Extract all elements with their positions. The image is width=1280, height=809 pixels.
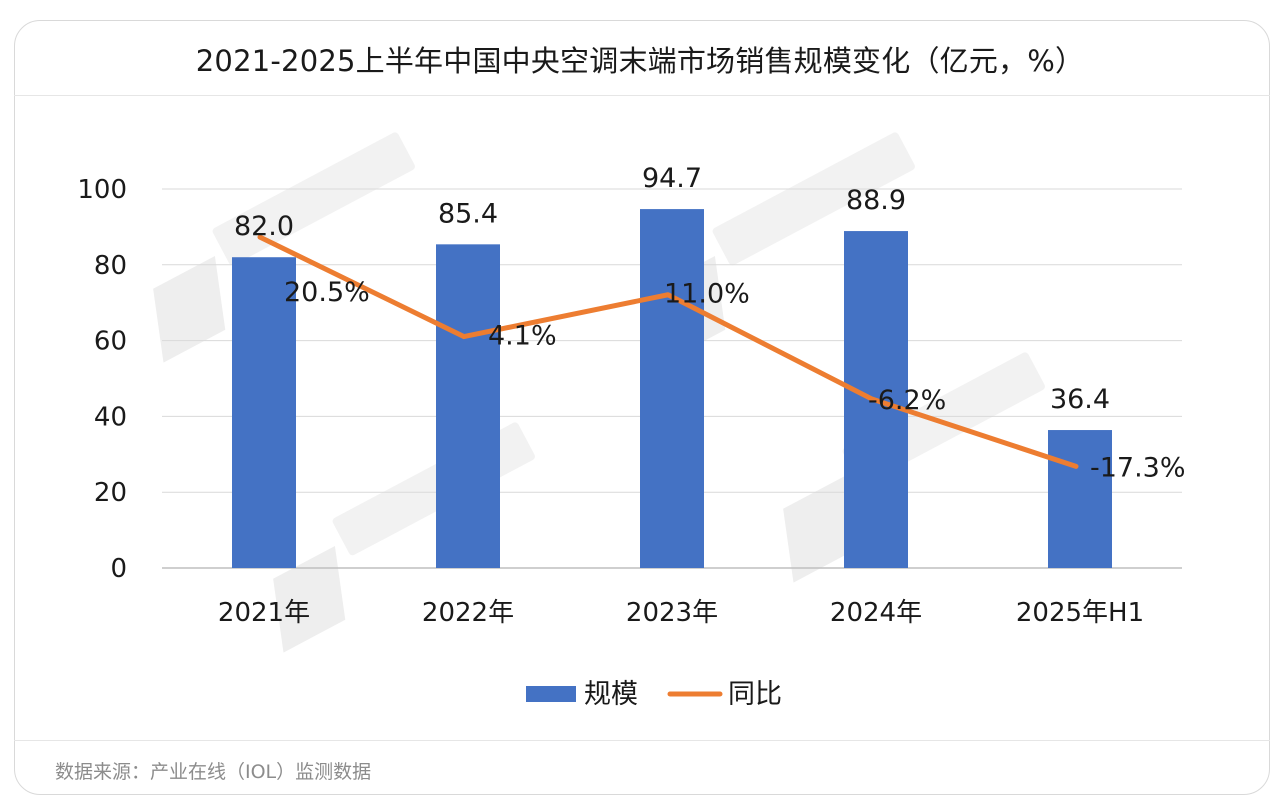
line-value-label: 20.5% bbox=[284, 277, 370, 308]
chart-title: 2021-2025上半年中国中央空调末端市场销售规模变化（亿元，%） bbox=[195, 44, 1085, 78]
footer-divider bbox=[14, 740, 1270, 741]
legend: 规模 同比 bbox=[526, 679, 782, 710]
bar bbox=[436, 244, 500, 569]
x-tick-label: 2022年 bbox=[422, 598, 514, 628]
x-tick-label: 2023年 bbox=[626, 598, 718, 628]
line-value-label: -6.2% bbox=[868, 385, 946, 416]
bar bbox=[232, 257, 296, 568]
bar-data-labels: 82.0 85.4 94.7 88.9 36.4 bbox=[234, 163, 1110, 415]
watermark-band bbox=[712, 132, 915, 266]
bar bbox=[1048, 430, 1112, 568]
line-series bbox=[257, 234, 1079, 469]
x-axis-ticks: 2021年 2022年 2023年 2024年 2025年H1 bbox=[218, 598, 1144, 628]
y-tick-label: 60 bbox=[94, 327, 127, 357]
legend-label-line: 同比 bbox=[728, 679, 782, 710]
bar-value-label: 85.4 bbox=[438, 198, 498, 229]
y-tick-label: 0 bbox=[110, 554, 127, 584]
line-value-label: -17.3% bbox=[1090, 452, 1186, 483]
watermark-logo bbox=[153, 132, 415, 363]
bar bbox=[640, 209, 704, 568]
watermark-band bbox=[332, 422, 535, 556]
y-axis-ticks: 0 20 40 60 80 100 bbox=[77, 175, 127, 584]
y-tick-label: 20 bbox=[94, 478, 127, 508]
y-tick-label: 40 bbox=[94, 402, 127, 432]
bar-value-label: 82.0 bbox=[234, 211, 294, 242]
watermark-mark bbox=[783, 475, 856, 583]
x-tick-label: 2021年 bbox=[218, 598, 310, 628]
watermark-band bbox=[212, 132, 415, 266]
legend-label-bar: 规模 bbox=[584, 679, 638, 710]
bar-value-label: 94.7 bbox=[642, 163, 702, 194]
legend-swatch-bar bbox=[526, 686, 576, 702]
line-value-label: 4.1% bbox=[488, 321, 557, 352]
title-divider bbox=[14, 95, 1270, 96]
y-tick-label: 100 bbox=[77, 175, 127, 205]
yoy-line bbox=[257, 234, 1079, 469]
data-source-note: 数据来源：产业在线（IOL）监测数据 bbox=[55, 761, 372, 783]
bar-value-label: 88.9 bbox=[846, 185, 906, 216]
line-value-label: 11.0% bbox=[664, 279, 750, 310]
x-tick-label: 2025年H1 bbox=[1016, 598, 1144, 628]
watermark-mark bbox=[153, 255, 226, 363]
y-tick-label: 80 bbox=[94, 251, 127, 281]
line-data-labels: 20.5% 4.1% 11.0% -6.2% -17.3% bbox=[284, 277, 1186, 483]
bar-series bbox=[232, 209, 1112, 569]
bar-value-label: 36.4 bbox=[1050, 384, 1110, 415]
x-tick-label: 2024年 bbox=[830, 598, 922, 628]
watermark-mark bbox=[273, 545, 346, 653]
